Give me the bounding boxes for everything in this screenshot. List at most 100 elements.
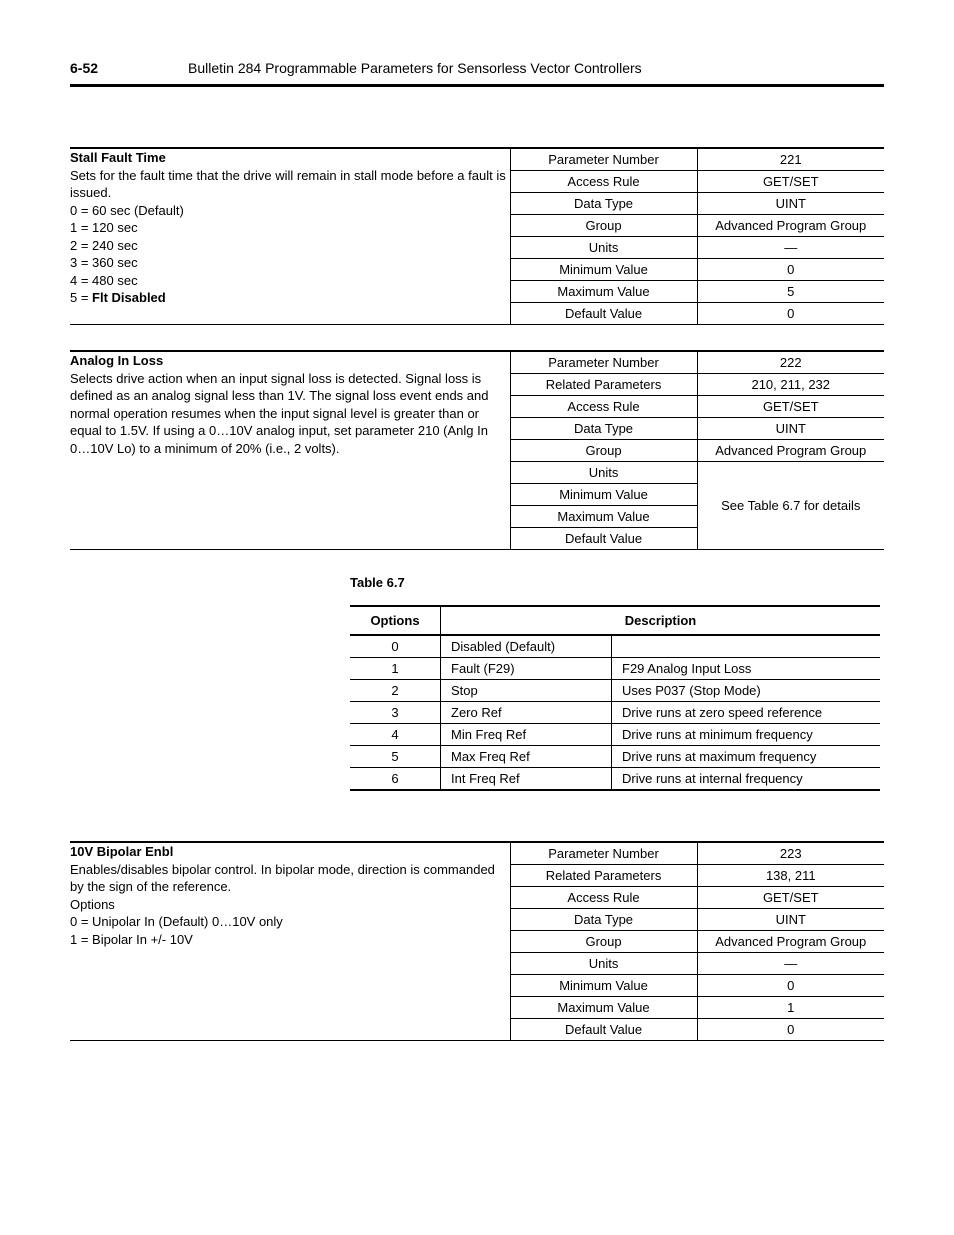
page-title: Bulletin 284 Programmable Parameters for…: [188, 60, 642, 76]
attr-val: —: [697, 237, 884, 259]
attr-val: GET/SET: [697, 171, 884, 193]
desc-cell-1: Max Freq Ref: [441, 746, 612, 768]
desc-cell-2: Drive runs at maximum frequency: [612, 746, 881, 768]
attr-key: Access Rule: [510, 887, 697, 909]
attr-val: 0: [697, 975, 884, 997]
attr-val: 0: [697, 303, 884, 325]
param-attrs-table: Parameter Number222 Related Parameters21…: [510, 352, 884, 549]
opt-cell: 6: [350, 768, 441, 791]
param-attrs-table: Parameter Number223 Related Parameters13…: [510, 843, 884, 1040]
param-attrs-table: Parameter Number221 Access RuleGET/SET D…: [510, 149, 884, 324]
param-opt-1: 1 = 120 sec: [70, 220, 138, 235]
attr-val: 222: [697, 352, 884, 374]
attr-val: UINT: [697, 418, 884, 440]
param-desc-text: Enables/disables bipolar control. In bip…: [70, 862, 495, 895]
desc-cell-2: Drive runs at zero speed reference: [612, 702, 881, 724]
attr-key: Access Rule: [510, 396, 697, 418]
desc-cell-2: [612, 635, 881, 658]
param-opt-4: 4 = 480 sec: [70, 273, 138, 288]
param-opt-0: 0 = Unipolar In (Default) 0…10V only: [70, 914, 283, 929]
attr-key: Related Parameters: [510, 374, 697, 396]
attr-val: 5: [697, 281, 884, 303]
param-title: 10V Bipolar Enbl: [70, 844, 173, 859]
table-6-7: Options Description 0Disabled (Default) …: [350, 605, 880, 791]
desc-cell-1: Stop: [441, 680, 612, 702]
attr-key: Parameter Number: [510, 352, 697, 374]
param-opt-5-bold: Flt Disabled: [92, 290, 166, 305]
param-title: Analog In Loss: [70, 353, 163, 368]
param-opts-label: Options: [70, 897, 115, 912]
attr-val-merged: See Table 6.7 for details: [697, 462, 884, 550]
attr-key: Maximum Value: [510, 281, 697, 303]
desc-cell-1: Zero Ref: [441, 702, 612, 724]
param-10v-bipolar-enbl: 10V Bipolar Enbl Enables/disables bipola…: [70, 841, 884, 1041]
attr-key: Default Value: [510, 303, 697, 325]
attr-val: Advanced Program Group: [697, 931, 884, 953]
param-opt-1: 1 = Bipolar In +/- 10V: [70, 932, 193, 947]
attr-key: Units: [510, 953, 697, 975]
page-number: 6-52: [70, 60, 98, 76]
desc-cell-1: Min Freq Ref: [441, 724, 612, 746]
table-caption: Table 6.7: [350, 575, 884, 590]
attr-val: 223: [697, 843, 884, 865]
attr-val: 1: [697, 997, 884, 1019]
opt-cell: 2: [350, 680, 441, 702]
param-desc-text: Selects drive action when an input signa…: [70, 371, 488, 456]
attr-val: Advanced Program Group: [697, 215, 884, 237]
attr-key: Group: [510, 440, 697, 462]
opt-cell: 0: [350, 635, 441, 658]
param-description: Analog In Loss Selects drive action when…: [70, 351, 510, 550]
desc-cell-2: Drive runs at minimum frequency: [612, 724, 881, 746]
attr-val: 210, 211, 232: [697, 374, 884, 396]
page-header: 6-52 Bulletin 284 Programmable Parameter…: [70, 60, 884, 87]
opt-cell: 3: [350, 702, 441, 724]
desc-cell-2: F29 Analog Input Loss: [612, 658, 881, 680]
attr-key: Maximum Value: [510, 997, 697, 1019]
attr-key: Group: [510, 215, 697, 237]
desc-cell-1: Disabled (Default): [441, 635, 612, 658]
attr-key: Default Value: [510, 528, 697, 550]
param-opt-2: 2 = 240 sec: [70, 238, 138, 253]
attr-key: Access Rule: [510, 171, 697, 193]
attr-val: 0: [697, 1019, 884, 1041]
param-description: Stall Fault Time Sets for the fault time…: [70, 148, 510, 325]
opt-cell: 5: [350, 746, 441, 768]
desc-cell-2: Drive runs at internal frequency: [612, 768, 881, 791]
table-head-options: Options: [350, 606, 441, 635]
desc-cell-1: Int Freq Ref: [441, 768, 612, 791]
attr-key: Units: [510, 462, 697, 484]
param-description: 10V Bipolar Enbl Enables/disables bipola…: [70, 842, 510, 1041]
param-stall-fault-time: Stall Fault Time Sets for the fault time…: [70, 147, 884, 325]
param-desc-text: Sets for the fault time that the drive w…: [70, 168, 506, 201]
attr-key: Parameter Number: [510, 149, 697, 171]
attr-val: UINT: [697, 193, 884, 215]
attr-val: GET/SET: [697, 887, 884, 909]
param-analog-in-loss: Analog In Loss Selects drive action when…: [70, 350, 884, 550]
desc-cell-2: Uses P037 (Stop Mode): [612, 680, 881, 702]
opt-cell: 1: [350, 658, 441, 680]
attr-val: UINT: [697, 909, 884, 931]
attr-val: 138, 211: [697, 865, 884, 887]
param-title: Stall Fault Time: [70, 150, 166, 165]
attr-key: Maximum Value: [510, 506, 697, 528]
attr-key: Minimum Value: [510, 259, 697, 281]
attr-key: Minimum Value: [510, 484, 697, 506]
attr-key: Default Value: [510, 1019, 697, 1041]
attr-key: Data Type: [510, 909, 697, 931]
attr-val: Advanced Program Group: [697, 440, 884, 462]
attr-key: Group: [510, 931, 697, 953]
attr-val: 0: [697, 259, 884, 281]
param-opt-5-prefix: 5 =: [70, 290, 92, 305]
attr-key: Data Type: [510, 418, 697, 440]
param-opt-0: 0 = 60 sec (Default): [70, 203, 184, 218]
attr-key: Data Type: [510, 193, 697, 215]
attr-val: —: [697, 953, 884, 975]
attr-key: Units: [510, 237, 697, 259]
attr-val: GET/SET: [697, 396, 884, 418]
table-head-description: Description: [441, 606, 881, 635]
attr-key: Minimum Value: [510, 975, 697, 997]
param-opt-3: 3 = 360 sec: [70, 255, 138, 270]
attr-val: 221: [697, 149, 884, 171]
attr-key: Related Parameters: [510, 865, 697, 887]
desc-cell-1: Fault (F29): [441, 658, 612, 680]
